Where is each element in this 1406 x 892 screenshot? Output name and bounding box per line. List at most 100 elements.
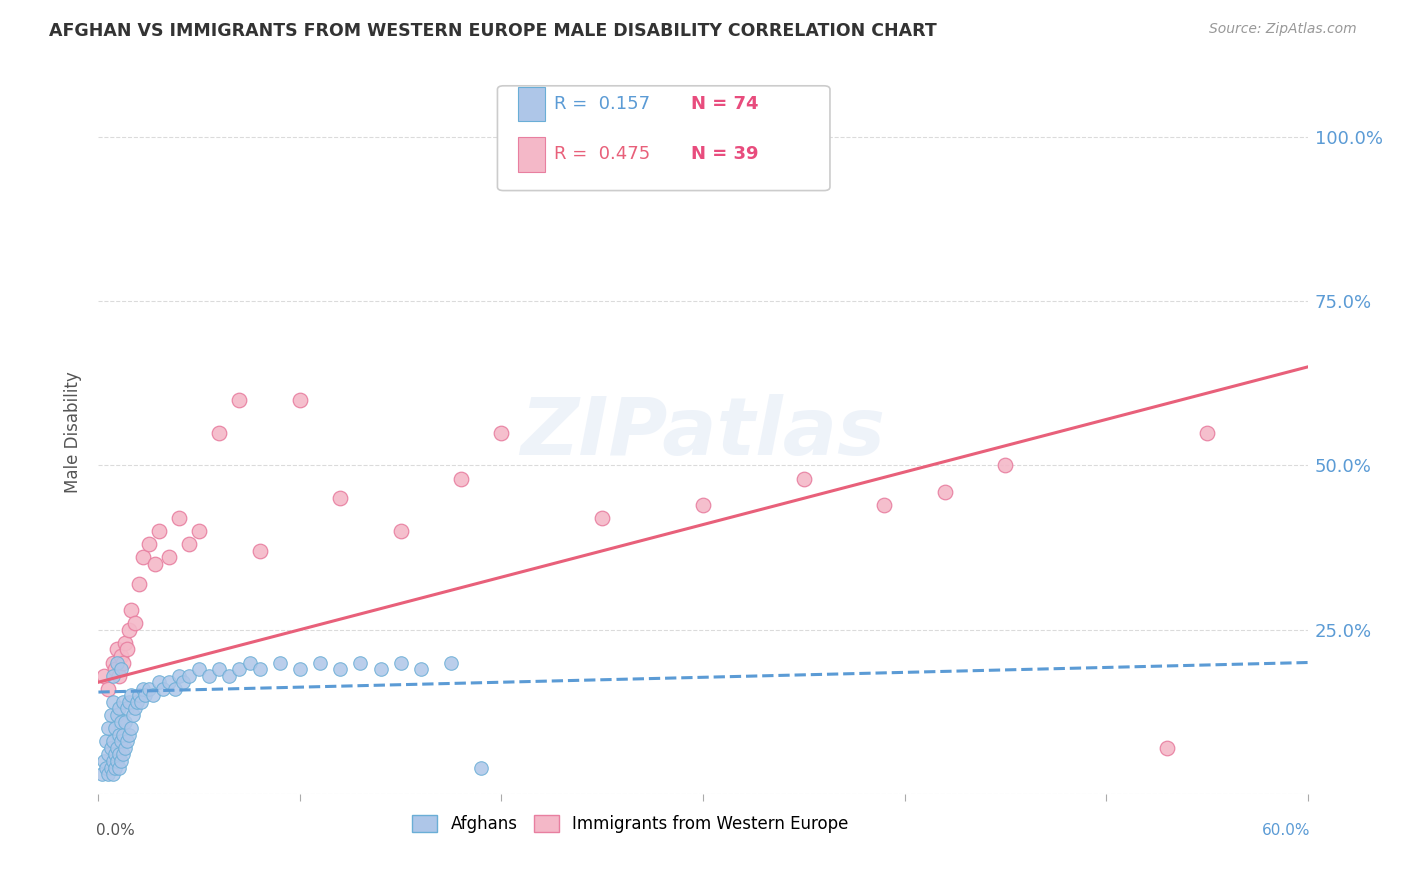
- Point: [228, 662, 250, 676]
- Point: [198, 668, 221, 682]
- Point: [111, 747, 134, 762]
- Point: [288, 662, 311, 676]
- Point: [143, 557, 166, 571]
- Point: [409, 662, 432, 676]
- Point: [125, 695, 148, 709]
- Point: [111, 695, 134, 709]
- Point: [132, 550, 155, 565]
- Point: [118, 695, 141, 709]
- Point: [239, 656, 262, 670]
- Point: [101, 734, 124, 748]
- Point: [309, 656, 332, 670]
- Point: [389, 524, 412, 538]
- Point: [157, 550, 180, 565]
- Point: [349, 656, 371, 670]
- Point: [96, 761, 118, 775]
- Text: R =  0.157: R = 0.157: [554, 95, 651, 113]
- FancyBboxPatch shape: [517, 87, 544, 121]
- Point: [91, 767, 114, 781]
- Point: [111, 656, 134, 670]
- Point: [530, 162, 553, 177]
- Point: [142, 689, 165, 703]
- Text: R =  0.475: R = 0.475: [554, 145, 651, 163]
- Point: [1156, 740, 1178, 755]
- Point: [118, 623, 141, 637]
- Point: [994, 458, 1017, 473]
- Point: [179, 668, 201, 682]
- Point: [157, 675, 180, 690]
- Point: [329, 491, 352, 506]
- Point: [107, 728, 129, 742]
- Point: [228, 392, 250, 407]
- Point: [491, 425, 513, 440]
- Point: [110, 648, 132, 663]
- Point: [97, 747, 120, 762]
- Legend: Afghans, Immigrants from Western Europe: Afghans, Immigrants from Western Europe: [405, 808, 855, 839]
- Point: [110, 662, 132, 676]
- Point: [114, 636, 136, 650]
- Point: [110, 734, 132, 748]
- Point: [105, 656, 128, 670]
- Point: [111, 728, 134, 742]
- Point: [172, 675, 194, 690]
- FancyBboxPatch shape: [498, 86, 830, 191]
- Point: [120, 721, 142, 735]
- Point: [121, 708, 143, 723]
- Point: [132, 681, 155, 696]
- Point: [124, 701, 146, 715]
- Point: [440, 656, 463, 670]
- Point: [329, 662, 352, 676]
- Point: [93, 668, 115, 682]
- Point: [188, 524, 211, 538]
- Point: [107, 668, 129, 682]
- Point: [370, 662, 392, 676]
- Text: N = 74: N = 74: [690, 95, 758, 113]
- Point: [103, 662, 125, 676]
- Point: [120, 689, 142, 703]
- Point: [692, 498, 714, 512]
- Point: [128, 576, 150, 591]
- Point: [105, 740, 128, 755]
- Point: [208, 662, 231, 676]
- Point: [179, 537, 201, 551]
- Point: [100, 761, 122, 775]
- Point: [107, 761, 129, 775]
- Point: [101, 754, 124, 768]
- Point: [118, 728, 141, 742]
- Point: [97, 721, 120, 735]
- Text: N = 39: N = 39: [690, 145, 758, 163]
- Point: [934, 484, 956, 499]
- Point: [103, 721, 125, 735]
- Point: [100, 740, 122, 755]
- Point: [269, 656, 291, 670]
- Point: [101, 668, 124, 682]
- Point: [100, 708, 122, 723]
- Point: [148, 524, 170, 538]
- Point: [167, 511, 190, 525]
- Point: [288, 392, 311, 407]
- Point: [101, 695, 124, 709]
- Point: [105, 754, 128, 768]
- Point: [110, 754, 132, 768]
- Point: [101, 767, 124, 781]
- Point: [124, 616, 146, 631]
- Point: [96, 734, 118, 748]
- Point: [591, 511, 613, 525]
- FancyBboxPatch shape: [517, 137, 544, 172]
- Text: 60.0%: 60.0%: [1261, 822, 1310, 838]
- Point: [93, 754, 115, 768]
- Point: [129, 695, 152, 709]
- Point: [249, 544, 271, 558]
- Point: [115, 642, 138, 657]
- Point: [138, 537, 160, 551]
- Point: [152, 681, 174, 696]
- Point: [208, 425, 231, 440]
- Text: 0.0%: 0.0%: [96, 822, 135, 838]
- Point: [114, 714, 136, 729]
- Point: [249, 662, 271, 676]
- Text: AFGHAN VS IMMIGRANTS FROM WESTERN EUROPE MALE DISABILITY CORRELATION CHART: AFGHAN VS IMMIGRANTS FROM WESTERN EUROPE…: [49, 22, 936, 40]
- Point: [163, 681, 186, 696]
- Point: [793, 472, 815, 486]
- Point: [114, 740, 136, 755]
- Point: [128, 689, 150, 703]
